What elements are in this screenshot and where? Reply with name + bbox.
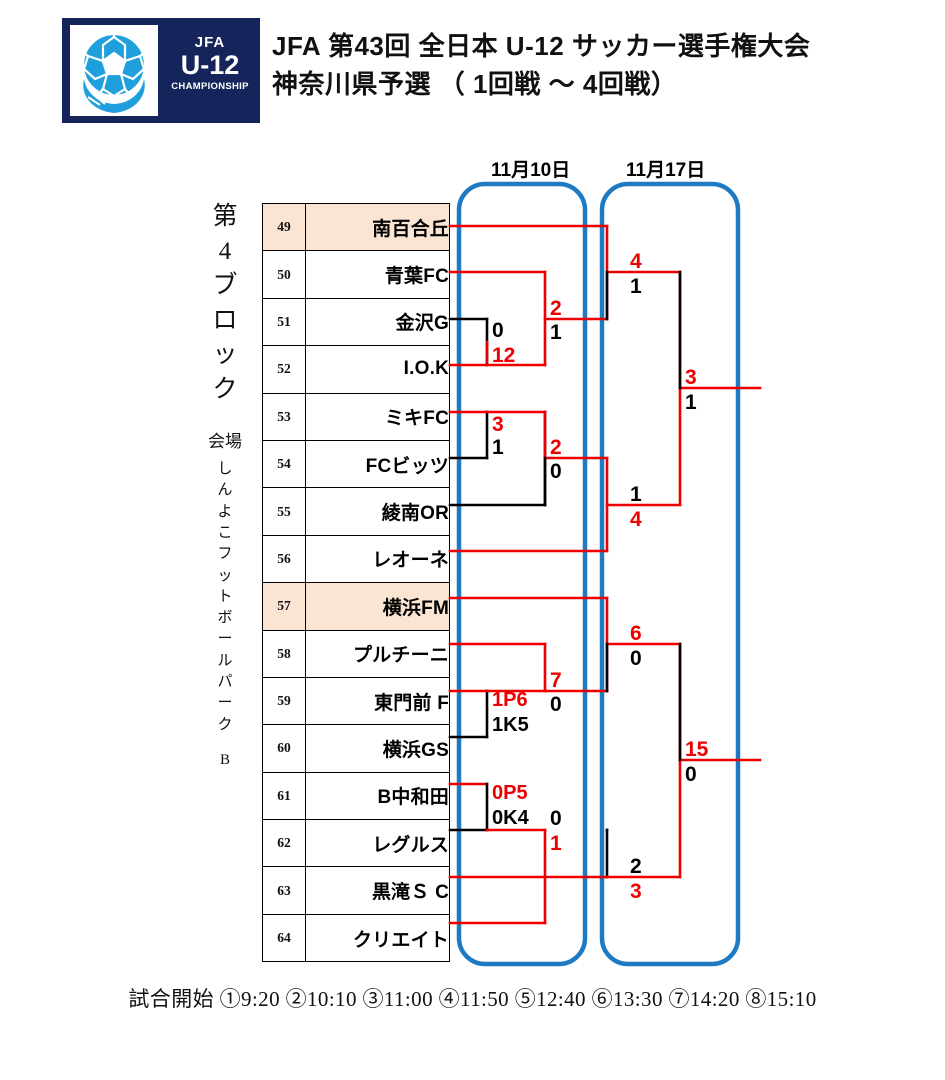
title-line-1: JFA 第43回 全日本 U-12 サッカー選手権大会 <box>272 31 811 61</box>
score-r2-m1-top: 2 <box>550 297 562 320</box>
score-r4-m2-top: 15 <box>685 738 709 761</box>
match-start-times: 試合開始 ①9:20 ②10:10 ③11:00 ④11:50 ⑤12:40 ⑥… <box>128 987 817 1011</box>
venue-name: しんよこフットボールパーク <box>217 461 233 733</box>
table-row: 60 横浜GS <box>262 724 450 773</box>
score-r1-m3-top: 1P6 <box>492 689 528 711</box>
page-header: JFA U-12 CHAMPIONSHIP JFA 第43回 全日本 U-12 … <box>0 0 945 130</box>
team-name: 横浜GS <box>305 724 450 773</box>
score-r2-m4-bottom: 1 <box>550 832 562 855</box>
score-r3-m3-top: 6 <box>630 622 642 645</box>
team-name: 東門前 F <box>305 676 450 726</box>
score-r2-m2-top: 2 <box>550 436 562 459</box>
table-row: 52 I.O.K <box>262 345 450 394</box>
team-name: プルチーニ <box>305 629 450 678</box>
title-line-2: 神奈川県予選 （ 1回戦 ～ 4回戦） <box>272 68 678 99</box>
table-row: 63 黒滝Ｓ C <box>262 866 450 915</box>
date-header-round3: 11月10日 <box>491 160 571 181</box>
team-number: 58 <box>262 629 306 678</box>
bracket-connectors <box>448 224 762 925</box>
table-row: 61 B中和田 <box>262 771 450 821</box>
jfa-logo: JFA U-12 CHAMPIONSHIP <box>62 18 260 123</box>
team-name: 綾南OR <box>305 487 450 536</box>
score-r2-m3-bottom: 0 <box>550 693 562 716</box>
blue-group-boxes <box>456 181 741 967</box>
team-name: I.O.K <box>305 345 450 394</box>
table-row: 55 綾南OR <box>262 487 450 536</box>
score-r3-m1-top: 4 <box>630 250 642 273</box>
score-r3-m3-bottom: 0 <box>630 647 642 670</box>
table-row: 56 レオーネ <box>262 534 450 584</box>
team-number: 59 <box>262 676 306 726</box>
logo-jfa-text: JFA <box>194 34 226 52</box>
team-number: 62 <box>262 819 306 868</box>
soccer-ball-icon <box>81 30 147 113</box>
team-name: 黒滝Ｓ C <box>305 866 450 915</box>
table-row: 51 金沢G <box>262 297 450 347</box>
score-r4-m1-top: 3 <box>685 366 697 389</box>
team-name: B中和田 <box>305 771 450 821</box>
score-r3-m1-bottom: 1 <box>630 275 642 298</box>
team-number: 53 <box>262 392 306 441</box>
team-name: レグルス <box>305 819 450 868</box>
team-name: レオーネ <box>305 534 450 584</box>
score-r4-m2-bottom: 0 <box>685 763 697 786</box>
table-row: 54 FCビッツ <box>262 439 450 489</box>
score-r2-m3-top: 7 <box>550 669 562 692</box>
score-r1-m1-top: 0 <box>492 319 504 342</box>
score-r3-m2-bottom: 4 <box>630 508 642 531</box>
team-number: 50 <box>262 250 306 299</box>
team-number: 61 <box>262 771 306 821</box>
venue-label: 会場 <box>208 432 242 451</box>
team-name: クリエイト <box>305 913 450 963</box>
table-row: 59 東門前 F <box>262 676 450 726</box>
score-r2-m1-bottom: 1 <box>550 321 562 344</box>
score-r2-m4-top: 0 <box>550 807 562 830</box>
table-row: 50 青葉FC <box>262 250 450 299</box>
team-table: 49 南百合丘 50 青葉FC 51 金沢G 52 I.O.K 53 ミキFC 54 FCビッツ 55 綾… <box>262 202 450 963</box>
score-r1-m2-bottom: 1 <box>492 436 504 459</box>
score-r1-m4-bottom: 0K4 <box>492 807 529 829</box>
score-r1-m1-bottom: 12 <box>492 344 516 367</box>
score-r1-m4-top: 0P5 <box>492 782 528 804</box>
score-r1-m3-bottom: 1K5 <box>492 714 529 736</box>
team-number: 52 <box>262 345 306 394</box>
team-name: FCビッツ <box>305 439 450 489</box>
table-row: 62 レグルス <box>262 819 450 868</box>
table-row: 57 横浜FM <box>262 582 450 631</box>
team-number: 57 <box>262 582 306 631</box>
score-r3-m2-top: 1 <box>630 483 642 506</box>
table-row: 58 プルチーニ <box>262 629 450 678</box>
team-number: 60 <box>262 724 306 773</box>
score-r3-m4-bottom: 3 <box>630 880 642 903</box>
team-name: 青葉FC <box>305 250 450 299</box>
logo-wordmark: JFA U-12 CHAMPIONSHIP <box>160 18 260 109</box>
score-r2-m2-bottom: 0 <box>550 460 562 483</box>
team-number: 63 <box>262 866 306 915</box>
logo-championship-text: CHAMPIONSHIP <box>171 81 249 93</box>
logo-u12-text: U-12 <box>180 50 240 81</box>
team-table-body: 49 南百合丘 50 青葉FC 51 金沢G 52 I.O.K 53 ミキFC 54 FCビッツ 55 綾… <box>262 202 450 963</box>
score-r3-m4-top: 2 <box>630 855 642 878</box>
score-r1-m2-top: 3 <box>492 413 504 436</box>
score-r4-m1-bottom: 1 <box>685 391 697 414</box>
team-name: 横浜FM <box>305 582 450 631</box>
table-row: 53 ミキFC <box>262 392 450 441</box>
table-row: 64 クリエイト <box>262 913 450 963</box>
team-number: 55 <box>262 487 306 536</box>
team-number: 51 <box>262 297 306 347</box>
page-title: JFA 第43回 全日本 U-12 サッカー選手権大会 神奈川県予選 （ 1回戦… <box>272 28 932 103</box>
team-name: ミキFC <box>305 392 450 441</box>
venue-court: B <box>219 751 230 768</box>
team-number: 56 <box>262 534 306 584</box>
team-number: 64 <box>262 913 306 963</box>
logo-ball-panel <box>70 25 158 116</box>
date-header-round4: 11月17日 <box>626 160 706 181</box>
team-number: 49 <box>262 202 306 252</box>
